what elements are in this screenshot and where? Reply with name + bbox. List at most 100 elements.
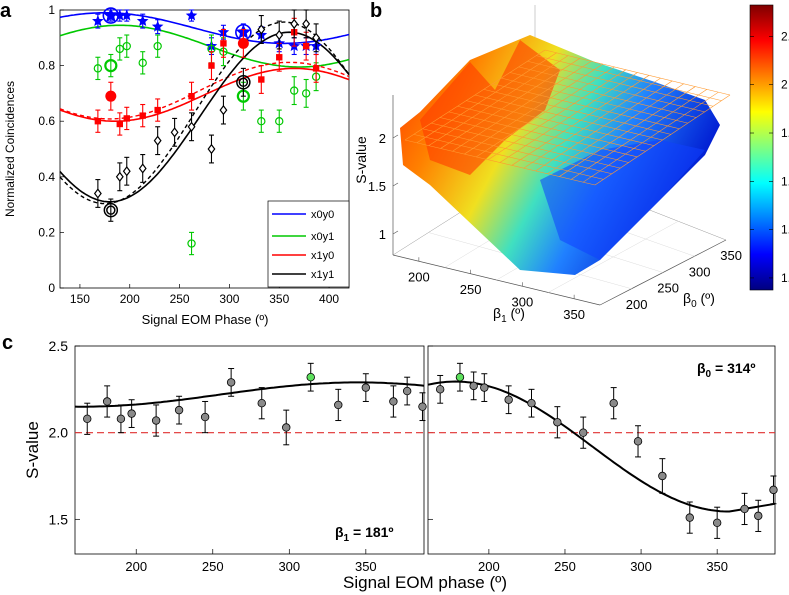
marker-circle bbox=[153, 41, 162, 51]
y-tick-label: 2.5 bbox=[49, 338, 69, 354]
x-tick-label: 200 bbox=[478, 559, 500, 574]
panel-label-a: a bbox=[0, 0, 12, 22]
data-point-x1y0 bbox=[312, 53, 320, 83]
panel-c-charts: 200 250 300 350 1.5 2.0 2.5 200 250 300 350 S-val… bbox=[23, 338, 778, 592]
plane-grid-line bbox=[501, 77, 688, 124]
panel-b-zlabel: S-value bbox=[353, 136, 369, 184]
plane-grid-line bbox=[571, 89, 708, 180]
marker-circle bbox=[685, 513, 694, 522]
colorbar-tick-label: 1.2 bbox=[781, 271, 789, 285]
colorbar bbox=[749, 4, 774, 291]
marker-diamond bbox=[122, 166, 131, 177]
marker-circle bbox=[389, 397, 398, 406]
plane-grid-line bbox=[511, 75, 650, 166]
data-point bbox=[226, 368, 236, 397]
marker-highlight bbox=[105, 90, 117, 102]
plane-grid-line bbox=[527, 60, 714, 107]
floor-grid-line bbox=[548, 221, 679, 293]
panel-c-xlabel: Signal EOM phase (º) bbox=[343, 573, 507, 592]
b-z-tick-label: 1.5 bbox=[368, 179, 386, 194]
x-tick-label: 250 bbox=[202, 559, 224, 574]
marker-highlight-inner bbox=[106, 205, 116, 215]
data-point bbox=[769, 475, 778, 505]
plane-grid-line bbox=[582, 91, 719, 183]
data-point bbox=[174, 395, 184, 425]
data-point-x1y1 bbox=[153, 126, 162, 156]
marker-diamond bbox=[312, 32, 321, 43]
marker-circle bbox=[102, 397, 112, 406]
data-point-x0y1 bbox=[104, 53, 118, 78]
surface-peak-region bbox=[420, 40, 560, 175]
marker-square bbox=[154, 106, 161, 114]
x-tick-label: 200 bbox=[125, 559, 147, 574]
data-point-x0y1 bbox=[301, 78, 311, 108]
b-z-tick bbox=[392, 230, 399, 235]
data-point-x0y0 bbox=[185, 9, 198, 22]
plane-grid-line bbox=[547, 83, 684, 175]
marker-square bbox=[208, 62, 215, 69]
marker-circle bbox=[633, 437, 643, 446]
data-point-x0y1 bbox=[153, 34, 162, 58]
y-tick-label: 0 bbox=[48, 281, 55, 295]
marker-circle bbox=[480, 383, 489, 392]
data-point bbox=[334, 388, 343, 422]
panel-label-b: b bbox=[370, 0, 382, 22]
data-point-x0y1 bbox=[187, 231, 196, 256]
plane-grid-line bbox=[544, 49, 731, 96]
plane-grid-line bbox=[518, 66, 705, 113]
marker-highlight-inner bbox=[238, 77, 249, 88]
marker-circle bbox=[104, 58, 118, 73]
b-z-tick-label: 1 bbox=[379, 227, 386, 242]
plane-grid-line bbox=[559, 86, 696, 177]
legend-label-x0y1: x0y1 bbox=[311, 231, 334, 243]
panel-a-chart: 150 200 250 300 350 400 0 0.2 0.4 0.6 0.8 1 Signal … bbox=[3, 3, 350, 327]
data-point bbox=[151, 404, 161, 437]
x-tick-label: 350 bbox=[706, 559, 728, 574]
x-tick-label: 300 bbox=[278, 559, 300, 574]
marker-circle bbox=[93, 64, 103, 73]
marker-star bbox=[136, 15, 149, 27]
data-point bbox=[553, 406, 562, 439]
legend-label-x0y0: x0y0 bbox=[311, 209, 334, 221]
marker-diamond bbox=[138, 163, 147, 174]
marker-circle bbox=[226, 378, 236, 387]
marker-circle bbox=[418, 402, 427, 411]
x-tick-label: 350 bbox=[269, 292, 289, 306]
marker-diamond bbox=[153, 135, 162, 146]
marker-circle bbox=[275, 116, 284, 126]
panel-c-right-axes-frame bbox=[427, 345, 776, 555]
marker-star bbox=[120, 9, 133, 21]
panel-a-legend: x0y0 x0y1 x1y0 x1y1 bbox=[267, 200, 350, 288]
data-point bbox=[102, 385, 112, 418]
data-point bbox=[83, 402, 92, 435]
data-point-x1y1 bbox=[257, 15, 266, 44]
marker-circle bbox=[83, 414, 92, 423]
data-point bbox=[480, 373, 489, 402]
data-point-x1y0 bbox=[94, 109, 102, 133]
marker-star bbox=[92, 14, 104, 27]
data-point-x1y1 bbox=[122, 156, 131, 186]
marker-star bbox=[185, 9, 198, 21]
data-point-x0y0 bbox=[136, 13, 149, 29]
data-point-x0y0 bbox=[92, 13, 104, 29]
panel-c-left-annotation: β1 = 181º bbox=[335, 524, 394, 544]
marker-circle bbox=[553, 418, 562, 427]
marker-square bbox=[220, 40, 227, 47]
b-z-tick bbox=[392, 134, 399, 139]
marker-circle bbox=[769, 485, 778, 495]
marker-circle bbox=[187, 239, 196, 248]
panel-b-ylabel: β0 (º) bbox=[683, 290, 715, 310]
x-tick-label: 300 bbox=[219, 292, 239, 306]
colorbar-tick-label: 1.6 bbox=[781, 174, 789, 188]
data-point-x1y1 bbox=[302, 9, 311, 39]
data-point bbox=[527, 388, 536, 418]
data-point-x1y1 bbox=[138, 154, 147, 183]
y-tick-label: 0.4 bbox=[38, 170, 55, 184]
data-point-x0y1 bbox=[275, 109, 284, 133]
marker-diamond bbox=[257, 24, 266, 35]
marker-circle bbox=[504, 395, 513, 404]
data-point-x1y0 bbox=[123, 106, 130, 131]
marker-square bbox=[123, 115, 130, 122]
marker-circle bbox=[200, 412, 210, 422]
data-point bbox=[469, 371, 478, 401]
